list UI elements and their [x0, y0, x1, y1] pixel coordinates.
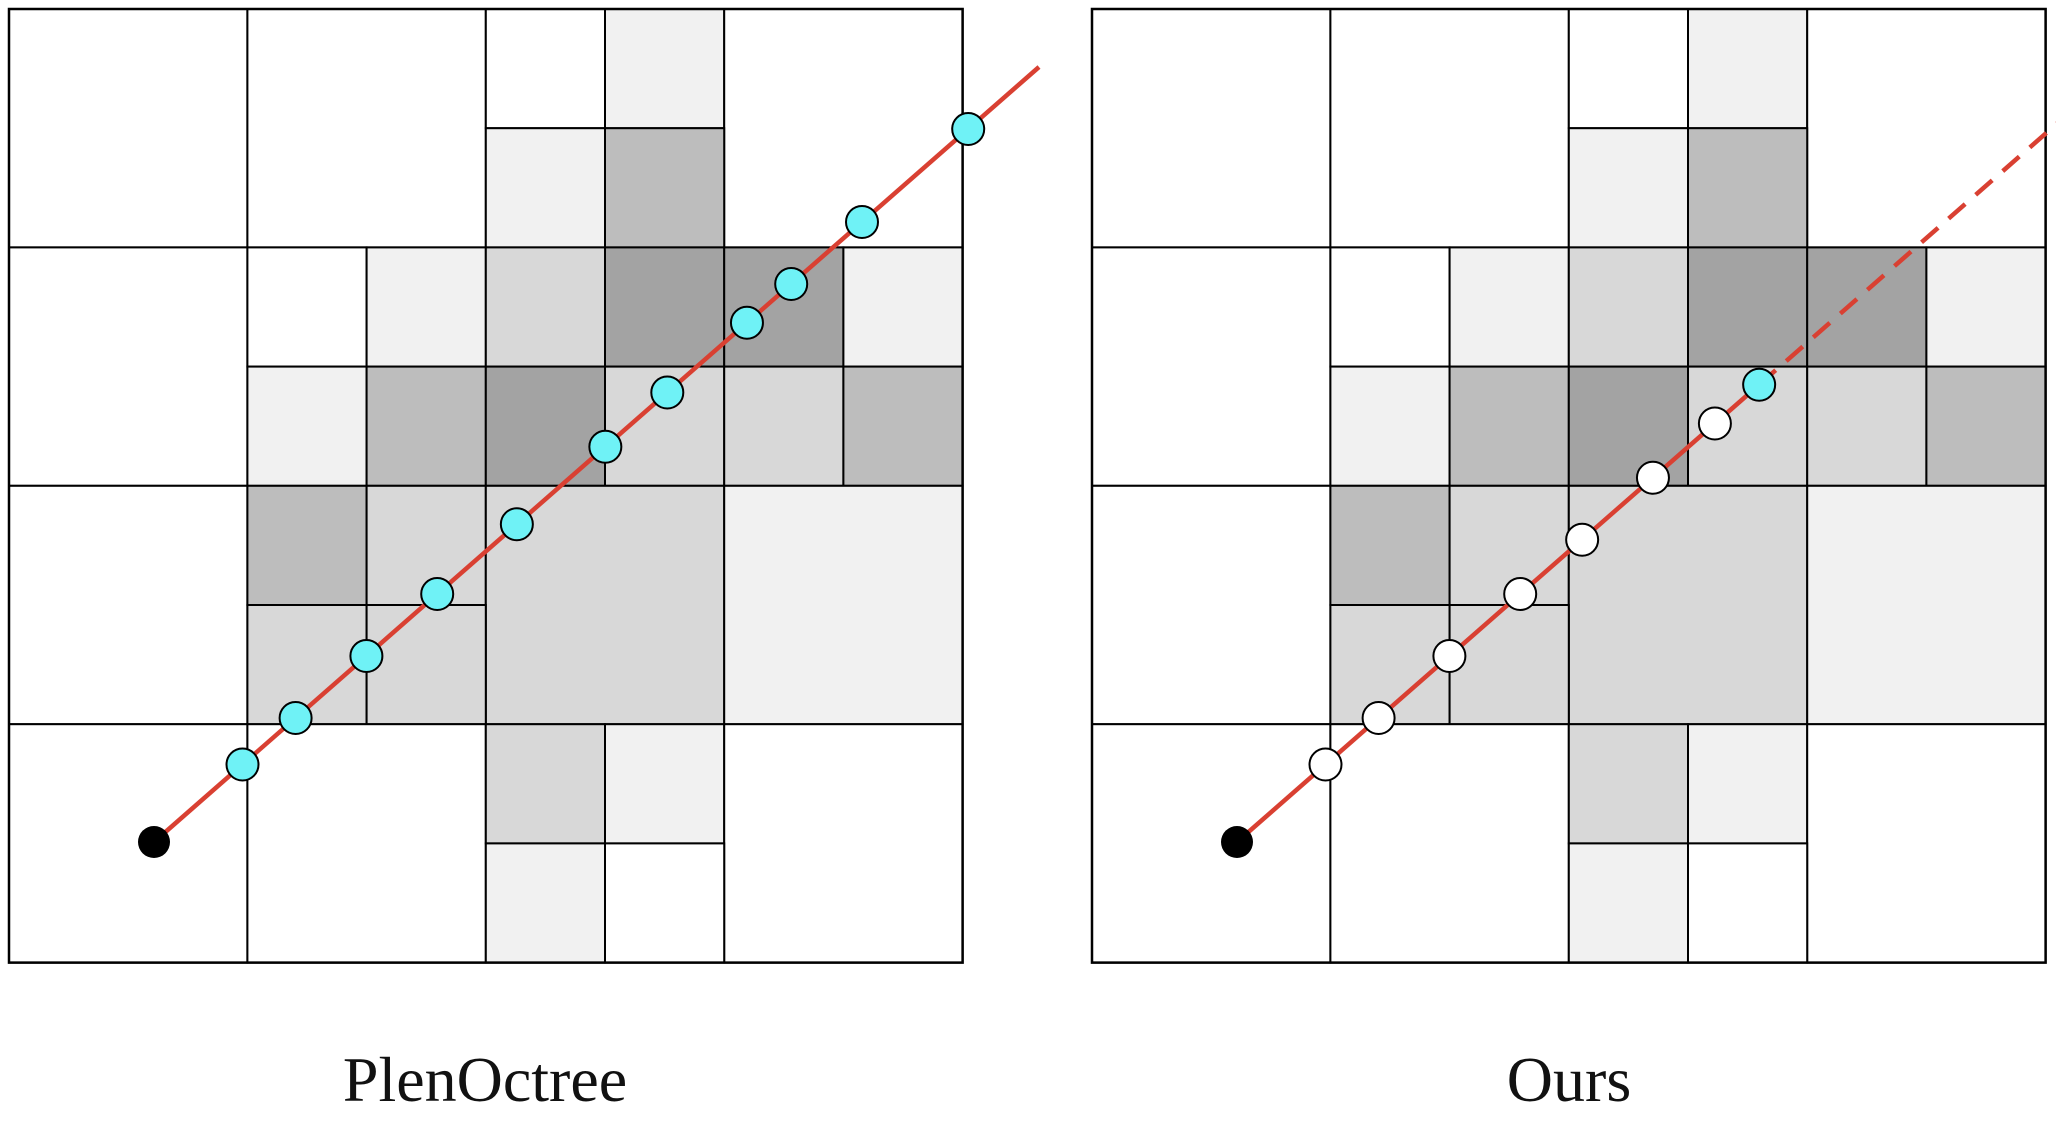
octree-cell: [723, 8, 964, 249]
sample-point-cyan: [499, 507, 534, 542]
octree-cell: [1329, 8, 1570, 249]
octree-cell: [1329, 246, 1451, 368]
octree-cell: [484, 8, 606, 130]
octree-cell: [604, 723, 726, 845]
octree-cell: [1091, 8, 1332, 249]
octree-cell: [484, 246, 606, 368]
sample-point-white: [1697, 406, 1732, 441]
ours-panel: [1090, 7, 2056, 964]
octree-cell: [8, 8, 249, 249]
octree-cell: [842, 365, 964, 487]
sample-point-cyan: [588, 429, 623, 464]
octree-cell: [484, 127, 606, 249]
octree-cell: [842, 246, 964, 368]
octree-cell: [604, 127, 726, 249]
octree-cell: [246, 8, 487, 249]
octree-cell: [484, 842, 606, 964]
octree-cell: [1925, 246, 2047, 368]
ray-origin: [138, 826, 170, 858]
octree-cell: [723, 365, 845, 487]
octree-cell: [1925, 365, 2047, 487]
sample-point-white: [1308, 747, 1343, 782]
sample-point-white: [1565, 522, 1600, 557]
octree-cell: [484, 365, 606, 487]
sample-point-cyan: [420, 577, 455, 611]
ray-dashed-continuation: [1757, 121, 2056, 387]
octree-cell: [1567, 8, 1690, 130]
octree-cell: [246, 484, 368, 606]
sample-point-cyan: [278, 701, 313, 735]
octree-cell: [1329, 365, 1451, 487]
octree-cell: [1806, 246, 1928, 368]
octree-cell: [1567, 246, 1690, 368]
octree-cell: [365, 246, 487, 368]
octree-cell: [1687, 723, 1809, 845]
sample-point-cyan: [1742, 367, 1777, 402]
octree-border: [7, 7, 964, 964]
octree-cell: [723, 484, 964, 726]
octree-cell: [8, 723, 249, 964]
octree-cell: [246, 723, 487, 964]
octree-cell: [1091, 484, 1332, 726]
plenoctree-panel: [7, 7, 1041, 964]
octree-cell: [1687, 127, 1809, 249]
octree-cell: [1567, 723, 1690, 845]
octree-cell: [246, 246, 368, 368]
octree-cell: [604, 842, 726, 964]
sample-point-cyan: [951, 112, 986, 146]
octree-cell: [1329, 604, 1451, 726]
sample-point-white: [1635, 460, 1670, 495]
octree-border: [1090, 7, 2047, 964]
octree-cell: [1806, 484, 2047, 726]
sample-point-white: [1432, 639, 1467, 673]
octree-cell: [1806, 723, 2047, 964]
octree-cell: [1091, 723, 1332, 964]
sample-point-cyan: [729, 305, 764, 340]
octree-cell: [8, 246, 249, 487]
octree-cell: [1687, 8, 1809, 130]
octree-cell: [365, 365, 487, 487]
octree-cell: [1567, 365, 1690, 487]
octree-cell: [1329, 484, 1451, 606]
ray-origin: [1221, 826, 1253, 858]
octree-cell: [1806, 365, 1928, 487]
octree-cell: [1448, 604, 1570, 726]
octree-cell: [604, 246, 726, 368]
sample-point-cyan: [650, 375, 685, 410]
octree-cell: [365, 484, 487, 606]
ours-caption: Ours: [1506, 1044, 1632, 1115]
octree-cell: [1448, 246, 1570, 368]
sample-point-cyan: [225, 747, 260, 782]
octree-cell: [1806, 8, 2047, 249]
sample-point-white: [1361, 701, 1396, 735]
octree-cell: [484, 723, 606, 845]
octree-cell: [246, 365, 368, 487]
octree-cell: [365, 604, 487, 726]
octree-cell: [1567, 842, 1690, 964]
octree-cell: [1329, 723, 1570, 964]
plenoctree-caption: PlenOctree: [342, 1044, 628, 1115]
octree-cell: [1567, 484, 1809, 726]
octree-cell: [1687, 842, 1809, 964]
octree-cell: [8, 484, 249, 726]
sample-point-cyan: [774, 267, 809, 301]
sample-point-white: [1503, 577, 1538, 611]
octree-cell: [1687, 246, 1809, 368]
octree-cell: [1567, 127, 1690, 249]
octree-cell: [1448, 365, 1570, 487]
sample-point-cyan: [845, 205, 879, 239]
sample-point-cyan: [349, 639, 384, 673]
octree-cell: [604, 8, 726, 130]
octree-cell: [723, 723, 964, 964]
octree-cell: [1091, 246, 1332, 487]
